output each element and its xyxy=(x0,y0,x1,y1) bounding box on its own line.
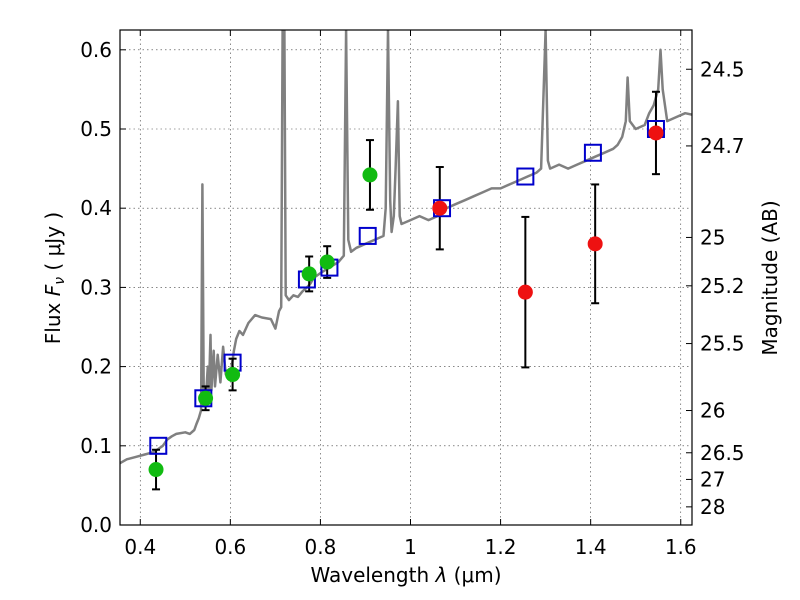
mag-tick-label: 25.5 xyxy=(700,332,745,356)
mag-tick-label: 24.7 xyxy=(700,134,745,158)
mag-tick-label: 24.5 xyxy=(700,57,745,81)
mag-tick-label: 25.2 xyxy=(700,274,745,298)
y-tick-label: 0.1 xyxy=(80,434,112,458)
y2-axis-label: Magnitude (AB) xyxy=(758,200,782,355)
green-point xyxy=(319,254,335,270)
red-point xyxy=(587,236,603,252)
y-tick-label: 0.0 xyxy=(80,513,112,537)
x-tick-label: 1.2 xyxy=(485,535,517,559)
x-tick-label: 0.4 xyxy=(124,535,156,559)
plot-area xyxy=(120,30,692,491)
green-point xyxy=(198,390,214,406)
green-point xyxy=(225,367,241,383)
y-tick-label: 0.2 xyxy=(80,355,112,379)
x-tick-label: 0.8 xyxy=(305,535,337,559)
red-point xyxy=(432,200,448,216)
y-axis-label: Flux Fν ( μJy ) xyxy=(41,212,68,344)
x-axis-label: Wavelength λ (μm) xyxy=(310,563,501,587)
spectrum-line xyxy=(120,30,692,465)
red-point xyxy=(648,125,664,141)
x-tick-label: 1 xyxy=(404,535,417,559)
y-tick-label: 0.6 xyxy=(80,38,112,62)
mag-tick-label: 25 xyxy=(700,225,725,249)
green-point xyxy=(148,462,164,478)
y-tick-label: 0.4 xyxy=(80,196,112,220)
x-tick-label: 1.6 xyxy=(665,535,697,559)
mag-tick-label: 27 xyxy=(700,467,725,491)
green-point xyxy=(301,266,317,282)
model-box xyxy=(149,436,168,455)
mag-tick-label: 26.5 xyxy=(700,441,745,465)
model-box xyxy=(358,226,377,245)
mag-tick-label: 26 xyxy=(700,399,725,423)
model-box xyxy=(516,167,535,186)
y-tick-label: 0.3 xyxy=(80,275,112,299)
red-point xyxy=(517,284,533,300)
axes: 0.4 0.6 0.8 1 1.2 1.4 1.6 0.0 0.1 0.2 0.3 0.4 0.5 0.6… xyxy=(80,30,745,559)
mag-tick-label: 28 xyxy=(700,495,725,519)
plot-frame xyxy=(119,29,693,526)
model-box xyxy=(583,143,602,162)
x-tick-label: 0.6 xyxy=(214,535,246,559)
green-point xyxy=(362,167,378,183)
x-tick-label: 1.4 xyxy=(575,535,607,559)
y-tick-label: 0.5 xyxy=(80,117,112,141)
